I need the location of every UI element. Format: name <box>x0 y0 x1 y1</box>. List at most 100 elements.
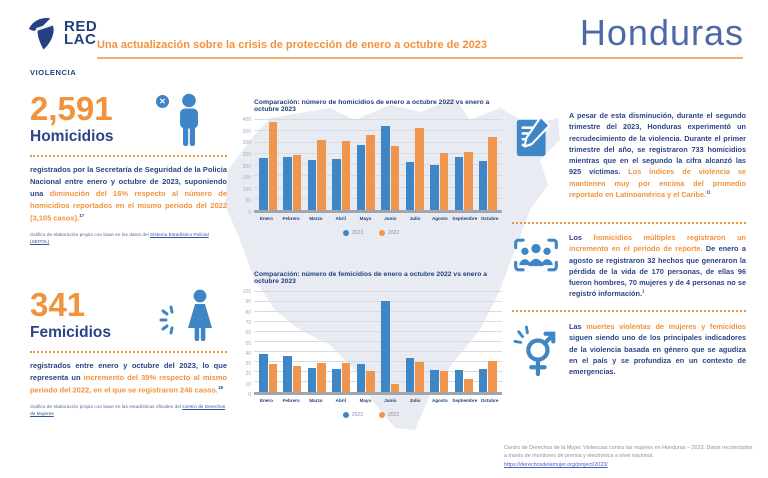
bar-2023-mayo <box>356 364 366 392</box>
bar-2023-mayo <box>356 144 366 210</box>
bar-group-abril <box>332 292 351 392</box>
y-axis-labels: 0 50 100 150 200 250 300 350 400 <box>242 117 251 216</box>
bar-2022-septiembre <box>464 151 473 210</box>
bar-2022-julio <box>415 362 424 392</box>
gender-symbol-icon <box>512 321 560 378</box>
bar-group-mayo <box>356 292 375 392</box>
femicidios-description: registrados entre enero y octubre del 20… <box>30 361 227 395</box>
impact-burst-icon <box>159 305 173 335</box>
x-axis-labels: Enero Febrero Marzo Abril Mayo Junio Julio Agos… <box>259 216 499 221</box>
plot-area <box>254 119 502 213</box>
x-circle-icon: ✕ <box>155 94 170 109</box>
bar-group-junio <box>381 292 400 392</box>
bar-2023-octubre <box>478 369 488 392</box>
bar-group-enero <box>259 120 277 210</box>
bar-2023-agosto <box>430 165 439 210</box>
bar-group-agosto <box>430 292 449 392</box>
block-text: Las muertes violentas de mujeres y femic… <box>569 322 746 377</box>
footnote-ref: 18 <box>218 385 224 390</box>
legend-item-2022: 2022 <box>379 230 399 236</box>
femicidios-label: Femicidios <box>30 324 111 341</box>
document-pen-icon <box>512 110 560 200</box>
bar-2022-agosto <box>439 153 449 210</box>
femicidios-bar-chart: Comparación: número de femicidios de ene… <box>240 271 502 418</box>
woman-icon <box>149 288 227 344</box>
bar-2023-septiembre <box>454 157 463 210</box>
bar-2023-febrero <box>283 356 292 392</box>
logo-wordmark: RED LAC <box>64 17 98 48</box>
bar-group-octubre <box>478 120 497 210</box>
bar-2023-junio <box>381 126 390 210</box>
bar-2022-octubre <box>488 137 497 210</box>
bar-group-marzo <box>307 120 326 210</box>
homicidios-description: registrados por la Secretaría de Segurid… <box>30 165 228 223</box>
bar-2022-febrero <box>292 366 302 392</box>
dotted-separator <box>30 155 227 157</box>
legend-item-2023: 2023 <box>342 230 363 236</box>
bar-2022-mayo <box>366 371 375 392</box>
chart-title: Comparación: número de homicidios de ene… <box>254 99 490 113</box>
bar-2022-abril <box>341 140 351 210</box>
legend-item-2022: 2022 <box>379 412 399 418</box>
homicidios-stat-block: 2,591 Homicidios ✕ registrados por la Se… <box>30 92 227 246</box>
bar-2023-junio <box>381 301 390 392</box>
bar-2023-abril <box>332 159 341 210</box>
bar-2023-julio <box>405 358 415 392</box>
homicidios-count: 2,591 <box>30 90 113 127</box>
homicidios-source-note: Gráfico de elaboración propia con base e… <box>30 232 209 245</box>
bar-2022-abril <box>341 363 351 392</box>
bar-group-septiembre <box>454 292 473 392</box>
cdm-source-link[interactable]: Centro de Derechos de Mujeres <box>30 404 226 417</box>
bar-group-febrero <box>283 120 302 210</box>
footnote-ref: 1 <box>641 289 645 295</box>
header-rule <box>97 57 743 59</box>
bar-group-agosto <box>430 120 449 210</box>
footnote-ref: 11 <box>706 189 711 195</box>
source-footer: Centro de Derechos de la Mujer. Violenci… <box>504 445 753 468</box>
bar-2022-julio <box>415 128 424 210</box>
bar-2022-febrero <box>292 154 302 210</box>
chart-legend: 2023 2022 <box>240 412 502 418</box>
dotted-separator <box>512 222 746 224</box>
bar-2022-septiembre <box>464 379 473 392</box>
bar-2022-octubre <box>488 361 497 392</box>
bar-group-junio <box>381 120 400 210</box>
bar-2023-octubre <box>478 160 488 210</box>
bar-2023-febrero <box>283 157 292 210</box>
bar-group-mayo <box>356 120 375 210</box>
bar-2022-junio <box>390 145 400 210</box>
person-icon: ✕ <box>149 92 227 148</box>
text-block-violent-deaths-women: Las muertes violentas de mujeres y femic… <box>512 321 746 378</box>
bar-2022-enero <box>268 122 277 210</box>
bar-2022-mayo <box>366 134 375 210</box>
bar-2022-marzo <box>317 363 326 392</box>
bar-2023-enero <box>259 158 268 210</box>
bar-2022-marzo <box>317 139 326 210</box>
footnote-ref: 17 <box>79 213 85 218</box>
homicidios-label: Homicidios <box>30 128 114 145</box>
footer-source-link[interactable]: https://derechosdelamujer.org/project/20… <box>504 461 608 468</box>
legend-item-2023: 2023 <box>342 412 363 418</box>
people-group-icon <box>512 232 560 300</box>
chart-title: Comparación: número de femicidios de ene… <box>254 271 488 285</box>
legend-dot <box>379 230 385 236</box>
plot-area <box>254 291 502 395</box>
dotted-separator <box>30 351 227 353</box>
block-text: Los homicidios múltiples registraron un … <box>569 233 746 299</box>
text-block-multiple-homicides: Los homicidios múltiples registraron un … <box>512 232 746 300</box>
homicidios-bar-chart: Comparación: número de homicidios de ene… <box>240 99 502 236</box>
section-label: VIOLENCIA <box>30 68 77 77</box>
bar-2022-enero <box>268 364 277 392</box>
redlac-map-icon <box>28 18 55 50</box>
bar-2023-agosto <box>430 370 439 392</box>
sepol-source-link[interactable]: Sistema Estadístico Policial (SEPOL) <box>30 232 209 245</box>
bar-group-febrero <box>283 292 302 392</box>
dotted-separator <box>512 310 746 312</box>
bar-2022-agosto <box>439 371 449 392</box>
redlac-logo: RED LAC <box>28 15 97 51</box>
legend-dot <box>379 412 385 418</box>
text-block-homicide-trend: A pesar de esta disminución, durante el … <box>512 110 746 200</box>
page-title: Honduras <box>579 12 744 53</box>
chart-legend: 2023 2022 <box>240 230 502 236</box>
